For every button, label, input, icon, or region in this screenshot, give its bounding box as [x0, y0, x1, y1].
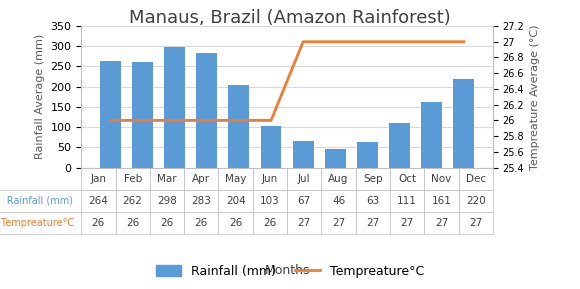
Y-axis label: Rainfall Average (mm): Rainfall Average (mm)	[35, 34, 45, 160]
Bar	[421, 103, 442, 168]
Bar	[260, 126, 281, 168]
Text: Months: Months	[264, 264, 310, 277]
Legend: Rainfall (mm), Tempreature°C: Rainfall (mm), Tempreature°C	[151, 260, 429, 283]
Y-axis label: Tempreature Average (°C): Tempreature Average (°C)	[530, 24, 540, 170]
Text: Manaus, Brazil (Amazon Rainforest): Manaus, Brazil (Amazon Rainforest)	[129, 9, 451, 27]
Bar	[454, 79, 474, 168]
Bar	[164, 47, 185, 168]
Bar	[229, 85, 249, 168]
Bar	[357, 142, 378, 168]
Bar	[293, 140, 314, 168]
Bar	[132, 62, 153, 168]
Bar	[100, 61, 121, 168]
Bar	[325, 149, 346, 168]
Bar	[389, 123, 410, 168]
Bar	[196, 53, 217, 168]
